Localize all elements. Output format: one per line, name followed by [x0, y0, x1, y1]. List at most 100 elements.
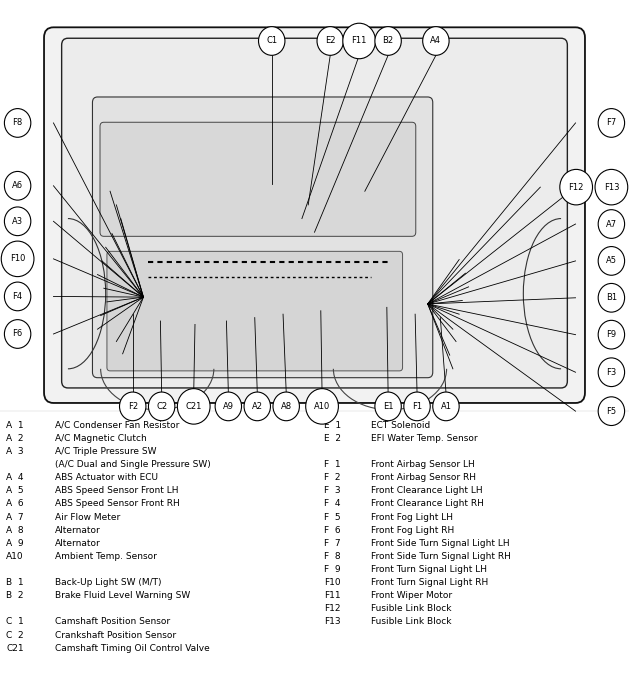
- Text: Camshaft Position Sensor: Camshaft Position Sensor: [55, 617, 170, 626]
- Text: A5: A5: [606, 256, 617, 266]
- Text: F  4: F 4: [324, 499, 340, 508]
- Text: Ambient Temp. Sensor: Ambient Temp. Sensor: [55, 552, 157, 561]
- Text: F8: F8: [13, 118, 23, 128]
- Circle shape: [598, 358, 625, 387]
- Text: E2: E2: [325, 36, 335, 46]
- FancyBboxPatch shape: [92, 97, 433, 378]
- Text: Front Side Turn Signal Light RH: Front Side Turn Signal Light RH: [371, 552, 511, 561]
- Text: F10: F10: [324, 578, 340, 587]
- Circle shape: [4, 207, 31, 236]
- Text: F  5: F 5: [324, 512, 340, 522]
- Text: F  8: F 8: [324, 552, 340, 561]
- Circle shape: [215, 392, 242, 421]
- Circle shape: [433, 392, 459, 421]
- Text: F6: F6: [13, 329, 23, 339]
- Text: ABS Speed Sensor Front LH: ABS Speed Sensor Front LH: [55, 486, 179, 495]
- Circle shape: [598, 247, 625, 275]
- Text: C  1: C 1: [6, 617, 24, 626]
- Text: F  6: F 6: [324, 526, 340, 535]
- Circle shape: [595, 169, 628, 205]
- Text: F  3: F 3: [324, 486, 340, 495]
- Circle shape: [148, 392, 175, 421]
- Circle shape: [375, 27, 401, 55]
- Text: EFI Water Temp. Sensor: EFI Water Temp. Sensor: [371, 434, 478, 443]
- Text: Front Fog Light RH: Front Fog Light RH: [371, 526, 454, 535]
- Text: Front Side Turn Signal Light LH: Front Side Turn Signal Light LH: [371, 539, 509, 548]
- Text: A/C Condenser Fan Resistor: A/C Condenser Fan Resistor: [55, 421, 180, 430]
- Text: Brake Fluid Level Warning SW: Brake Fluid Level Warning SW: [55, 591, 191, 600]
- Text: A2: A2: [252, 402, 263, 411]
- Circle shape: [423, 27, 449, 55]
- Text: B  1: B 1: [6, 578, 24, 587]
- Text: ABS Speed Sensor Front RH: ABS Speed Sensor Front RH: [55, 499, 180, 508]
- Text: F  9: F 9: [324, 565, 340, 574]
- Text: F3: F3: [606, 367, 616, 377]
- Text: Crankshaft Position Sensor: Crankshaft Position Sensor: [55, 630, 177, 639]
- Text: A9: A9: [223, 402, 234, 411]
- Circle shape: [1, 241, 34, 277]
- Text: Alternator: Alternator: [55, 539, 101, 548]
- Text: A1: A1: [440, 402, 452, 411]
- Circle shape: [598, 109, 625, 137]
- Text: F12: F12: [324, 604, 340, 613]
- FancyBboxPatch shape: [100, 122, 416, 236]
- Text: C  2: C 2: [6, 630, 24, 639]
- Text: Front Wiper Motor: Front Wiper Motor: [371, 591, 452, 600]
- Text: A  5: A 5: [6, 486, 24, 495]
- Text: Air Flow Meter: Air Flow Meter: [55, 512, 121, 522]
- Text: F11: F11: [352, 36, 367, 46]
- Text: C1: C1: [266, 36, 277, 46]
- Circle shape: [306, 389, 338, 424]
- Text: Front Clearance Light LH: Front Clearance Light LH: [371, 486, 482, 495]
- Text: F  1: F 1: [324, 460, 340, 469]
- Circle shape: [598, 320, 625, 349]
- Text: A  9: A 9: [6, 539, 24, 548]
- Text: C21: C21: [186, 402, 202, 411]
- Text: A  1: A 1: [6, 421, 24, 430]
- Text: Fusible Link Block: Fusible Link Block: [371, 617, 452, 626]
- Circle shape: [244, 392, 270, 421]
- Text: B  2: B 2: [6, 591, 24, 600]
- Circle shape: [4, 320, 31, 348]
- Text: ECT Solenoid: ECT Solenoid: [371, 421, 430, 430]
- Text: Front Airbag Sensor RH: Front Airbag Sensor RH: [371, 473, 476, 482]
- Circle shape: [4, 171, 31, 200]
- Text: A7: A7: [606, 219, 617, 229]
- Text: A10: A10: [6, 552, 24, 561]
- Text: A  6: A 6: [6, 499, 24, 508]
- Text: Front Airbag Sensor LH: Front Airbag Sensor LH: [371, 460, 475, 469]
- Text: Alternator: Alternator: [55, 526, 101, 535]
- Circle shape: [375, 392, 401, 421]
- Text: A/C Triple Pressure SW: A/C Triple Pressure SW: [55, 447, 157, 456]
- Text: C21: C21: [6, 643, 24, 653]
- Text: F  7: F 7: [324, 539, 340, 548]
- Text: F4: F4: [13, 292, 23, 301]
- Circle shape: [404, 392, 430, 421]
- Circle shape: [598, 210, 625, 238]
- Circle shape: [317, 27, 343, 55]
- Circle shape: [120, 392, 146, 421]
- Text: F  2: F 2: [324, 473, 340, 482]
- Text: A4: A4: [430, 36, 442, 46]
- FancyBboxPatch shape: [44, 27, 585, 403]
- Circle shape: [343, 23, 376, 59]
- Circle shape: [259, 27, 285, 55]
- Circle shape: [4, 109, 31, 137]
- Circle shape: [598, 397, 625, 426]
- Text: E1: E1: [383, 402, 393, 411]
- Text: B1: B1: [606, 293, 617, 303]
- Text: F13: F13: [324, 617, 340, 626]
- Text: E  1: E 1: [324, 421, 341, 430]
- Text: A  8: A 8: [6, 526, 24, 535]
- Text: Fusible Link Block: Fusible Link Block: [371, 604, 452, 613]
- Circle shape: [560, 169, 593, 205]
- Text: A  2: A 2: [6, 434, 24, 443]
- Text: Camshaft Timing Oil Control Valve: Camshaft Timing Oil Control Valve: [55, 643, 210, 653]
- Text: F9: F9: [606, 330, 616, 339]
- Circle shape: [273, 392, 299, 421]
- Text: E  2: E 2: [324, 434, 341, 443]
- Text: F5: F5: [606, 406, 616, 416]
- Text: F7: F7: [606, 118, 616, 128]
- Text: A/C Magnetic Clutch: A/C Magnetic Clutch: [55, 434, 147, 443]
- Text: F11: F11: [324, 591, 340, 600]
